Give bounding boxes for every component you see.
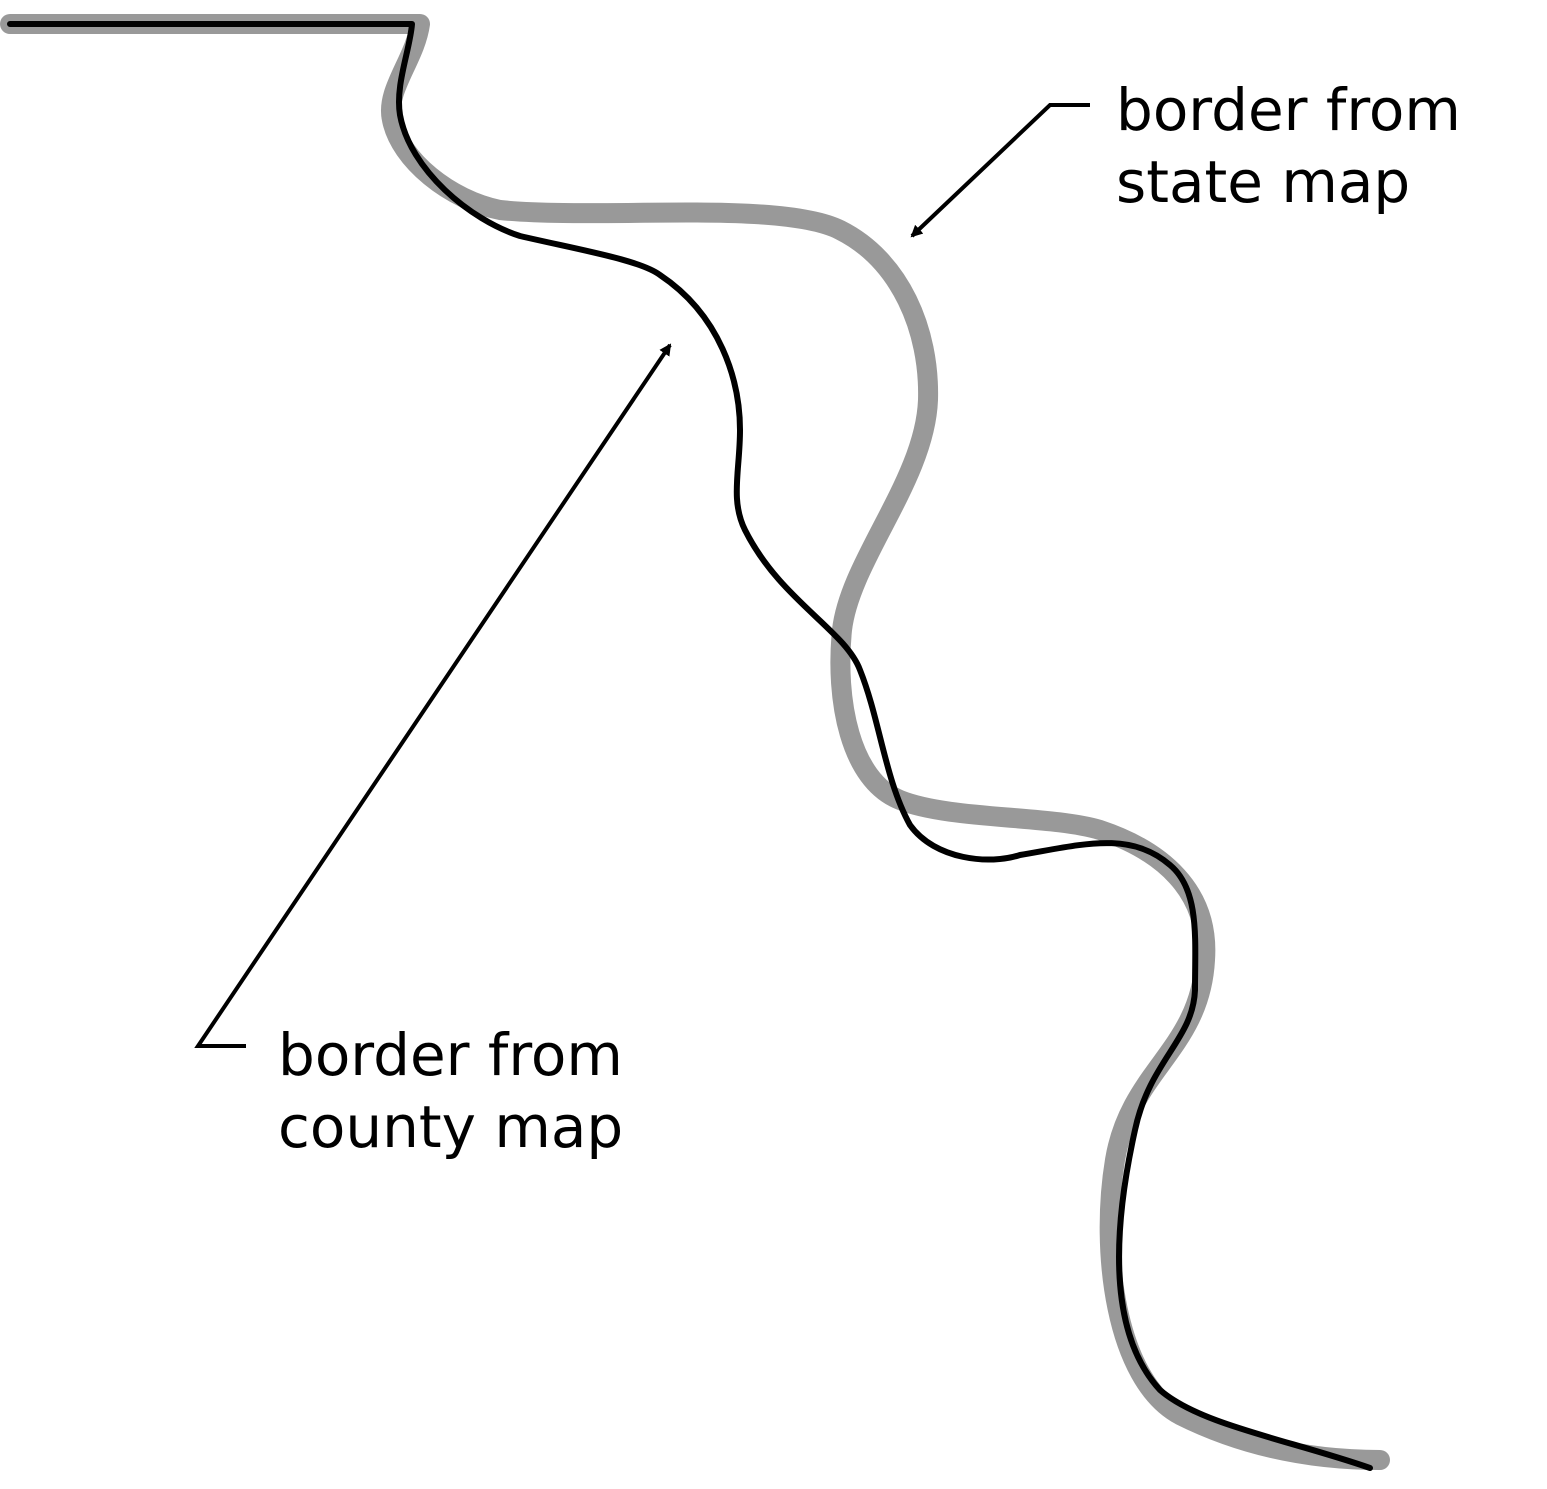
county-border-label-line2: county map bbox=[278, 1093, 624, 1161]
county-border-label: border from county map bbox=[278, 1019, 623, 1163]
state-border-line bbox=[0, 14, 1390, 1470]
state-label-leader bbox=[910, 103, 1090, 238]
county-border-line bbox=[7, 21, 1373, 1471]
state-border-label-line1: border from bbox=[1116, 76, 1461, 144]
state-border-label: border from state map bbox=[1116, 74, 1461, 218]
county-border-label-line1: border from bbox=[278, 1021, 623, 1089]
county-label-leader bbox=[194, 343, 672, 1048]
state-border-label-line2: state map bbox=[1116, 148, 1411, 216]
